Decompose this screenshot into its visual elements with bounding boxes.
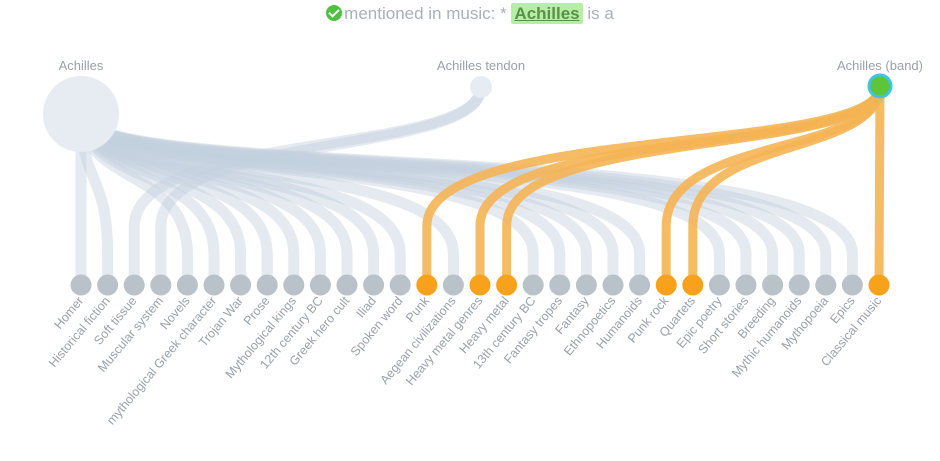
link-achilles-band-to-quartets bbox=[688, 81, 885, 290]
link-achilles-to-ethnopoetics bbox=[75, 108, 619, 291]
link-achilles-to-breeding bbox=[75, 108, 779, 291]
bottom-node-spoken-word[interactable] bbox=[389, 274, 411, 296]
bottom-node-quartets[interactable] bbox=[682, 274, 704, 296]
links-layer bbox=[75, 81, 885, 291]
top-node-label-achilles-band: Achilles (band) bbox=[837, 58, 923, 73]
bottom-node-fantasy-tropes[interactable] bbox=[549, 274, 571, 296]
bottom-node-13th-century-bc[interactable] bbox=[522, 274, 544, 296]
bottom-node-ethnopoetics[interactable] bbox=[602, 274, 624, 296]
bottom-node-mythological-kings[interactable] bbox=[283, 274, 305, 296]
top-node-achilles[interactable] bbox=[43, 76, 119, 152]
top-node-achilles-band[interactable] bbox=[867, 73, 893, 99]
bottom-node-punk-rock[interactable] bbox=[655, 274, 677, 296]
bottom-node-homer[interactable] bbox=[70, 274, 92, 296]
bottom-node-fantasy[interactable] bbox=[575, 274, 597, 296]
header-suffix: is a bbox=[582, 4, 614, 23]
link-achilles-to-epics bbox=[75, 108, 858, 291]
header-prefix: mentioned in music: * bbox=[344, 4, 512, 23]
link-achilles-tendon-to-muscular-system bbox=[155, 81, 487, 291]
bottom-node-prose[interactable] bbox=[256, 274, 278, 296]
link-achilles-to-mythopoeia bbox=[75, 108, 832, 291]
link-achilles-tendon-to-soft-tissue bbox=[128, 81, 487, 291]
bottom-node-soft-tissue[interactable] bbox=[123, 274, 145, 296]
bottom-node-punk[interactable] bbox=[416, 274, 438, 296]
bottom-node-classical-music[interactable] bbox=[868, 274, 890, 296]
header-sentence: mentioned in music: * Achilles is a bbox=[0, 3, 940, 24]
bottom-node-iliad[interactable] bbox=[363, 274, 385, 296]
link-achilles-to-short-stories bbox=[75, 108, 752, 291]
link-achilles-band-to-classical-music bbox=[874, 81, 885, 290]
bottom-node-humanoids[interactable] bbox=[629, 274, 651, 296]
bottom-node-mythic-humanoids[interactable] bbox=[788, 274, 810, 296]
bottom-node-breeding[interactable] bbox=[762, 274, 784, 296]
top-node-label-achilles-tendon: Achilles tendon bbox=[437, 58, 525, 73]
bottom-node-12th-century-bc[interactable] bbox=[309, 274, 331, 296]
top-node-label-achilles: Achilles bbox=[59, 58, 104, 73]
highlighted-entity-link[interactable]: Achilles bbox=[511, 3, 583, 24]
bottom-node-greek-hero-cult[interactable] bbox=[336, 274, 358, 296]
bottom-node-mythopoeia[interactable] bbox=[815, 274, 837, 296]
bottom-node-muscular-system[interactable] bbox=[150, 274, 172, 296]
bottom-node-mythological-greek-character[interactable] bbox=[203, 274, 225, 296]
bottom-node-short-stories[interactable] bbox=[735, 274, 757, 296]
link-achilles-to-fantasy bbox=[75, 108, 592, 291]
top-node-achilles-tendon[interactable] bbox=[470, 76, 492, 98]
link-achilles-band-to-heavy-metal bbox=[502, 81, 885, 290]
link-achilles-to-mythic-humanoids bbox=[75, 108, 805, 291]
check-circle-icon bbox=[326, 5, 343, 21]
link-achilles-to-humanoids bbox=[75, 108, 646, 291]
nodes-layer bbox=[43, 73, 893, 296]
bottom-node-trojan-war[interactable] bbox=[230, 274, 252, 296]
bottom-node-epics[interactable] bbox=[841, 274, 863, 296]
bottom-node-historical-fiction[interactable] bbox=[97, 274, 119, 296]
bottom-node-aegean-civilizations[interactable] bbox=[442, 274, 464, 296]
bottom-node-heavy-metal-genres[interactable] bbox=[469, 274, 491, 296]
bottom-node-epic-poetry[interactable] bbox=[708, 274, 730, 296]
bottom-node-novels[interactable] bbox=[176, 274, 198, 296]
bottom-node-heavy-metal[interactable] bbox=[496, 274, 518, 296]
